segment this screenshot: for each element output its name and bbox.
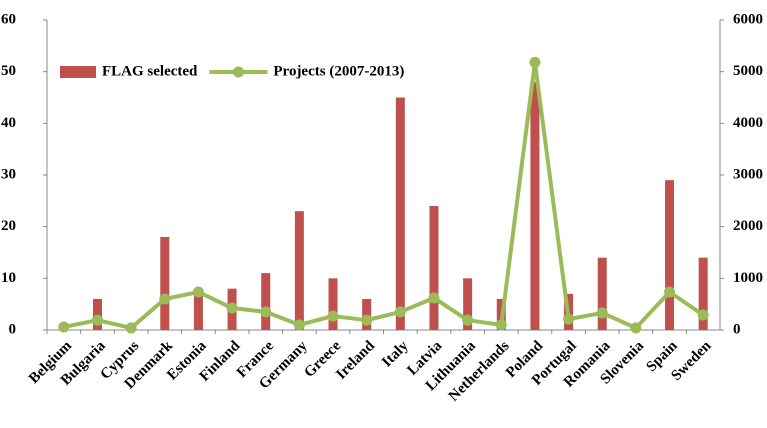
line-marker: [192, 286, 204, 298]
y2-tick-label: 5000: [733, 63, 763, 79]
line-marker: [293, 319, 305, 331]
bar: [362, 299, 372, 330]
y2-tick-label: 6000: [733, 11, 763, 27]
bar: [597, 257, 607, 330]
y-tick-label: 50: [1, 63, 16, 79]
legend-label: Projects (2007-2013): [273, 63, 404, 79]
bar: [463, 278, 473, 330]
y-tick-label: 20: [1, 218, 16, 234]
y-tick-label: 0: [9, 321, 17, 337]
bar: [261, 273, 271, 330]
y2-tick-label: 4000: [733, 115, 763, 131]
line-marker: [327, 310, 339, 322]
y-tick-label: 30: [1, 166, 16, 182]
line-marker: [664, 286, 676, 298]
y2-tick-label: 3000: [733, 166, 763, 182]
line: [63, 60, 705, 330]
line-marker: [91, 314, 103, 326]
y2-tick-label: 0: [733, 321, 741, 337]
line-marker: [563, 313, 575, 325]
y-tick-label: 60: [1, 11, 16, 27]
y2-tick-label: 2000: [733, 218, 763, 234]
line-marker: [226, 302, 238, 314]
line-marker: [697, 309, 709, 321]
line-marker: [428, 292, 440, 304]
line-marker: [462, 314, 474, 326]
bar: [160, 237, 170, 330]
legend-label: FLAG selected: [102, 63, 198, 79]
bar: [665, 180, 675, 330]
line-marker: [394, 306, 406, 318]
bar: [92, 299, 102, 330]
bar: [193, 288, 203, 330]
line-marker: [596, 307, 608, 319]
line-marker: [58, 321, 70, 333]
line-marker: [125, 322, 137, 334]
line-marker: [260, 306, 272, 318]
line-marker: [529, 56, 541, 68]
bar: [328, 278, 338, 330]
line-marker: [361, 314, 373, 326]
bar: [530, 82, 540, 330]
legend-swatch: [60, 66, 96, 78]
bar: [294, 211, 304, 330]
line-marker: [495, 319, 507, 331]
bar: [698, 257, 708, 330]
y-tick-label: 40: [1, 115, 16, 131]
bar: [429, 206, 439, 330]
y2-tick-label: 1000: [733, 270, 763, 286]
x-tick-label: Ireland: [333, 337, 378, 382]
line-marker: [630, 322, 642, 334]
legend-swatch: [232, 66, 244, 78]
line-marker: [159, 293, 171, 305]
bar: [395, 97, 405, 330]
y-tick-label: 10: [1, 270, 16, 286]
